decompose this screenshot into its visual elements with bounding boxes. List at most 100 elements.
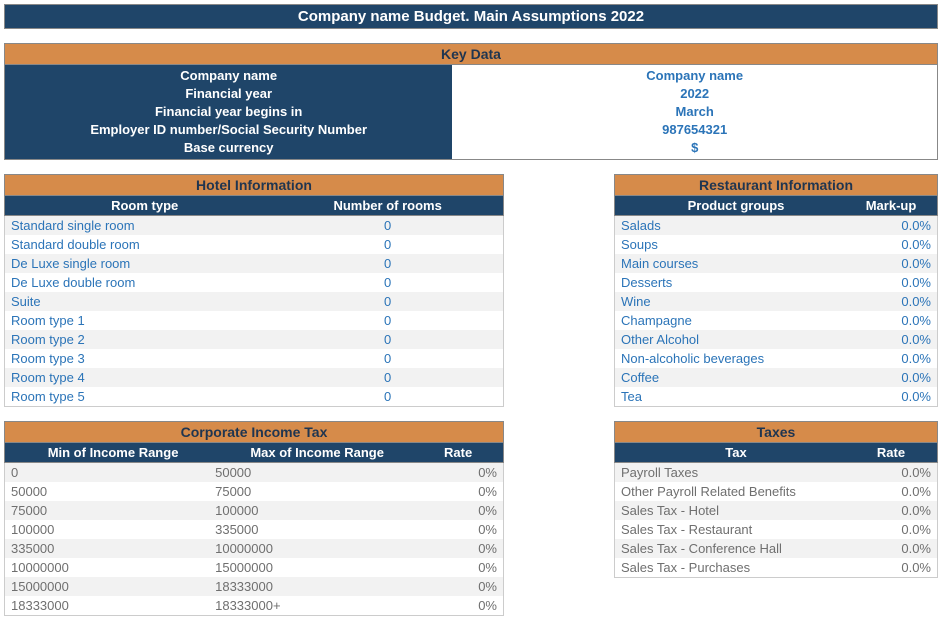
cell: Wine — [621, 293, 851, 310]
hotel-panel: Hotel Information Room type Number of ro… — [4, 174, 504, 407]
cell: Room type 5 — [11, 388, 278, 405]
cell: 10000000 — [215, 540, 419, 557]
cell: Room type 1 — [11, 312, 278, 329]
table-row: Other Payroll Related Benefits0.0% — [615, 482, 937, 501]
cell: 335000 — [11, 540, 215, 557]
table-row: Room type 50 — [5, 387, 503, 406]
cell: 0% — [419, 559, 497, 576]
cell: 0.0% — [851, 521, 931, 538]
cell: 0 — [278, 274, 497, 291]
cell: 335000 — [215, 521, 419, 538]
taxes-col-header: Tax Rate — [614, 443, 938, 463]
cell: Suite — [11, 293, 278, 310]
table-row: Non-alcoholic beverages0.0% — [615, 349, 937, 368]
cell: Standard double room — [11, 236, 278, 253]
taxes-panel: Taxes Tax Rate Payroll Taxes0.0%Other Pa… — [614, 421, 938, 616]
keydata-value: $ — [452, 139, 937, 157]
page-title: Company name Budget. Main Assumptions 20… — [4, 4, 938, 29]
cell: 0.0% — [851, 502, 931, 519]
cell: 0% — [419, 502, 497, 519]
cell: Other Alcohol — [621, 331, 851, 348]
table-row: Sales Tax - Restaurant0.0% — [615, 520, 937, 539]
cell: Sales Tax - Conference Hall — [621, 540, 851, 557]
cell: De Luxe double room — [11, 274, 278, 291]
cell: 0% — [419, 464, 497, 481]
cell: 0 — [278, 217, 497, 234]
cell: De Luxe single room — [11, 255, 278, 272]
cit-col-0: Min of Income Range — [11, 445, 215, 460]
keydata-value: Company name — [452, 67, 937, 85]
keydata-label: Company name — [5, 67, 452, 85]
table-row: De Luxe double room0 — [5, 273, 503, 292]
cell: 0 — [278, 331, 497, 348]
table-row: Sales Tax - Conference Hall0.0% — [615, 539, 937, 558]
keydata-header: Key Data — [4, 43, 938, 65]
cell: 18333000 — [215, 578, 419, 595]
cell: Other Payroll Related Benefits — [621, 483, 851, 500]
cell: 0% — [419, 540, 497, 557]
cell: 0 — [11, 464, 215, 481]
restaurant-col-1: Mark-up — [851, 198, 931, 213]
cell: 0.0% — [851, 274, 931, 291]
table-row: Payroll Taxes0.0% — [615, 463, 937, 482]
cell: Champagne — [621, 312, 851, 329]
table-row: Main courses0.0% — [615, 254, 937, 273]
cell: Main courses — [621, 255, 851, 272]
cell: Salads — [621, 217, 851, 234]
cell: Payroll Taxes — [621, 464, 851, 481]
hotel-header: Hotel Information — [4, 174, 504, 196]
taxes-rows: Payroll Taxes0.0%Other Payroll Related B… — [614, 463, 938, 578]
hotel-col-1: Number of rooms — [278, 198, 497, 213]
cell: 0 — [278, 293, 497, 310]
cell: 75000 — [215, 483, 419, 500]
hotel-col-header: Room type Number of rooms — [4, 196, 504, 216]
cell: 0.0% — [851, 236, 931, 253]
table-row: Tea0.0% — [615, 387, 937, 406]
cit-panel: Corporate Income Tax Min of Income Range… — [4, 421, 504, 616]
cell: 0.0% — [851, 540, 931, 557]
cell: 0.0% — [851, 350, 931, 367]
cell: 100000 — [215, 502, 419, 519]
table-row: 335000100000000% — [5, 539, 503, 558]
keydata-value: 987654321 — [452, 121, 937, 139]
cell: 15000000 — [11, 578, 215, 595]
cell: 0 — [278, 236, 497, 253]
restaurant-panel: Restaurant Information Product groups Ma… — [614, 174, 938, 407]
hotel-col-0: Room type — [11, 198, 278, 213]
cell: 50000 — [215, 464, 419, 481]
restaurant-col-header: Product groups Mark-up — [614, 196, 938, 216]
cell: 0.0% — [851, 293, 931, 310]
table-row: Standard single room0 — [5, 216, 503, 235]
table-row: De Luxe single room0 — [5, 254, 503, 273]
taxes-col-0: Tax — [621, 445, 851, 460]
cell: 10000000 — [11, 559, 215, 576]
cell: Coffee — [621, 369, 851, 386]
table-row: Room type 10 — [5, 311, 503, 330]
table-row: Suite0 — [5, 292, 503, 311]
cell: 0 — [278, 350, 497, 367]
cit-rows: 0500000%50000750000%750001000000%1000003… — [4, 463, 504, 616]
table-row: Other Alcohol0.0% — [615, 330, 937, 349]
cell: Desserts — [621, 274, 851, 291]
keydata-values: Company name2022March987654321$ — [452, 65, 937, 159]
cell: 0 — [278, 255, 497, 272]
table-row: Coffee0.0% — [615, 368, 937, 387]
table-row: Wine0.0% — [615, 292, 937, 311]
cell: 0% — [419, 521, 497, 538]
cit-col-1: Max of Income Range — [215, 445, 419, 460]
restaurant-rows: Salads0.0%Soups0.0%Main courses0.0%Desse… — [614, 216, 938, 407]
keydata-label: Financial year — [5, 85, 452, 103]
keydata-label: Employer ID number/Social Security Numbe… — [5, 121, 452, 139]
table-row: Salads0.0% — [615, 216, 937, 235]
table-row: 0500000% — [5, 463, 503, 482]
cell: 0.0% — [851, 369, 931, 386]
cell: 0% — [419, 483, 497, 500]
taxes-col-1: Rate — [851, 445, 931, 460]
cell: 100000 — [11, 521, 215, 538]
cell: 0.0% — [851, 255, 931, 272]
table-row: Room type 30 — [5, 349, 503, 368]
table-row: Desserts0.0% — [615, 273, 937, 292]
table-row: Room type 40 — [5, 368, 503, 387]
cell: 0.0% — [851, 388, 931, 405]
cell: Sales Tax - Restaurant — [621, 521, 851, 538]
